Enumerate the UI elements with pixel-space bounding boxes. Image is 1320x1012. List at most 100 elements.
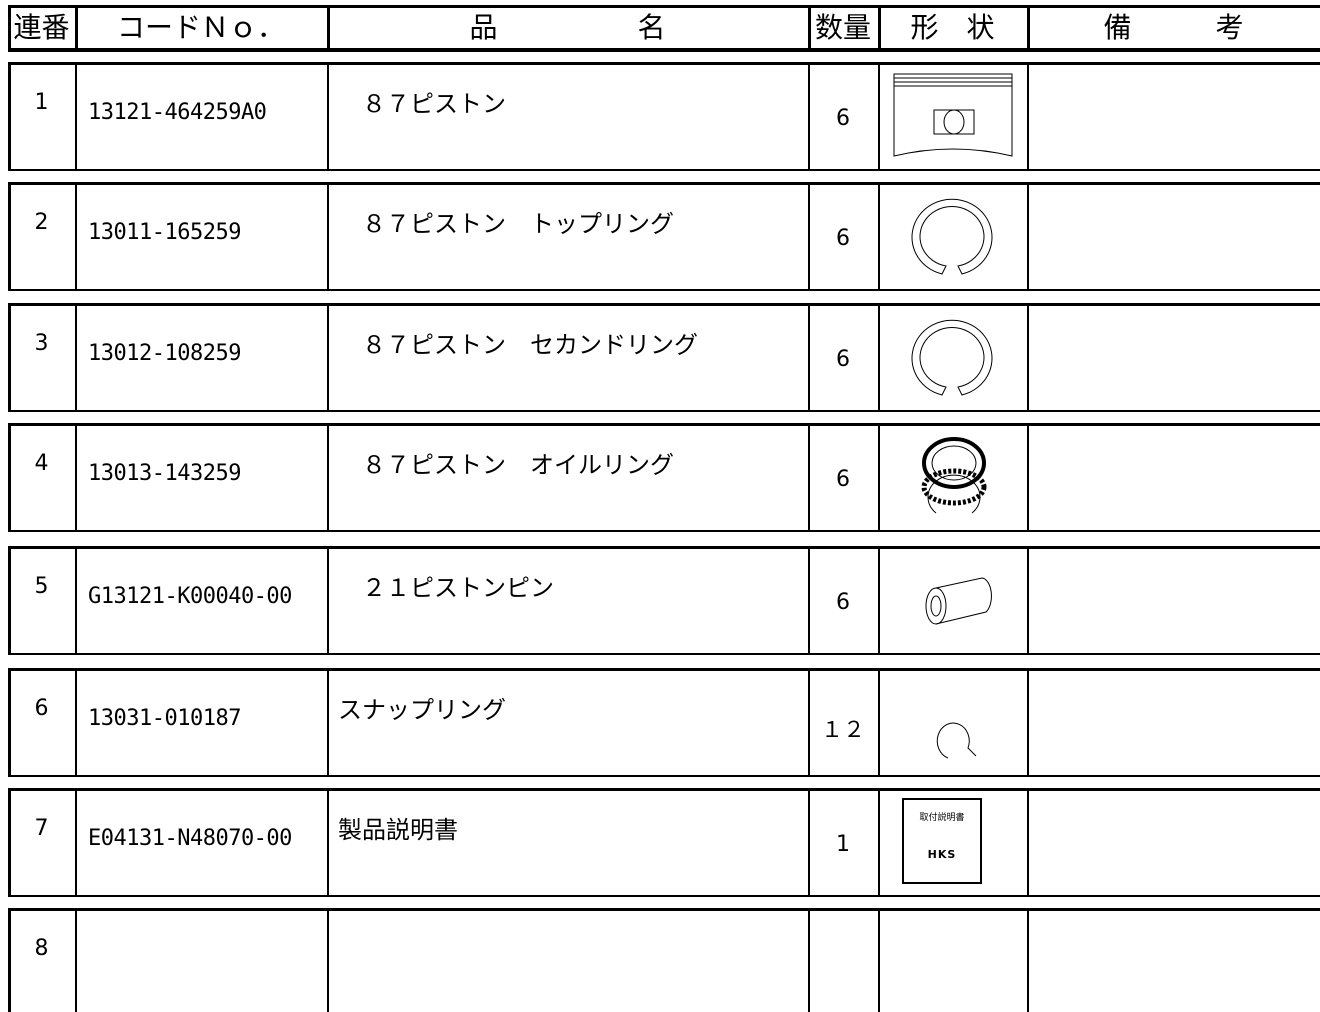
shape-icon <box>893 73 1013 157</box>
rule <box>1027 668 1029 776</box>
rule <box>75 908 77 1012</box>
row-no: 6 <box>34 696 49 721</box>
shape-icon <box>925 577 992 625</box>
rule <box>327 546 329 654</box>
header-cell: 形 状 <box>910 11 995 44</box>
rule <box>1027 5 1030 51</box>
rule <box>8 423 1320 426</box>
part-code: 13011-165259 <box>88 220 241 245</box>
part-code: 13031-010187 <box>88 706 241 731</box>
rule <box>8 303 11 411</box>
rule <box>878 303 880 411</box>
rule <box>8 182 1320 185</box>
header-cell: 品 名 <box>469 11 666 44</box>
part-name: ８７ピストン トップリング <box>338 210 674 238</box>
quantity: 6 <box>836 590 850 615</box>
row-no: 7 <box>34 816 49 841</box>
part-code: 13013-143259 <box>88 461 241 486</box>
header-cell: コードＮｏ． <box>116 11 285 44</box>
header-cell: 備 考 <box>1103 11 1244 44</box>
rule <box>8 908 1320 911</box>
rule <box>8 62 11 170</box>
rule <box>8 423 11 531</box>
shape-icon <box>921 437 987 514</box>
rule <box>8 48 1320 52</box>
rule <box>8 546 1320 549</box>
part-name: ２１ピストンピン <box>338 574 554 602</box>
quantity: １２ <box>820 718 865 743</box>
rule <box>75 546 77 654</box>
part-code: 13121-464259A0 <box>88 100 267 125</box>
rule <box>1027 788 1029 896</box>
rule <box>808 62 810 170</box>
shape-icon <box>911 319 993 396</box>
rule <box>8 289 1320 291</box>
rule <box>327 62 329 170</box>
rule <box>1027 423 1029 531</box>
rule <box>878 908 880 1012</box>
rule <box>878 62 880 170</box>
rule <box>8 5 1320 8</box>
rule <box>1027 182 1029 290</box>
rule <box>327 303 329 411</box>
row-no: 8 <box>34 936 49 961</box>
rule <box>8 908 11 1012</box>
quantity: 1 <box>836 832 850 857</box>
rule <box>808 303 810 411</box>
header-cell: 連番 <box>13 11 70 44</box>
rule <box>1027 62 1029 170</box>
rule <box>327 423 329 531</box>
rule <box>878 788 880 896</box>
rule <box>8 653 1320 655</box>
rule <box>878 546 880 654</box>
rule <box>327 668 329 776</box>
rule <box>8 530 1320 532</box>
rule <box>8 62 1320 65</box>
row-no: 5 <box>34 574 49 599</box>
rule <box>75 62 77 170</box>
row-no: 3 <box>34 331 49 356</box>
rule <box>75 423 77 531</box>
rule <box>1027 546 1029 654</box>
part-name: スナップリング <box>338 696 506 724</box>
shape-icon <box>911 198 993 275</box>
rule <box>808 668 810 776</box>
rule <box>878 668 880 776</box>
quantity: 6 <box>836 467 850 492</box>
manual-icon <box>902 798 982 884</box>
rule <box>808 423 810 531</box>
rule <box>8 788 1320 791</box>
rule <box>1027 908 1029 1012</box>
part-name: ８７ピストン オイルリング <box>338 451 674 479</box>
rule <box>75 668 77 776</box>
part-code: 13012-108259 <box>88 341 241 366</box>
rule <box>8 169 1320 171</box>
rule <box>8 410 1320 412</box>
part-name: ８７ピストン <box>338 90 506 118</box>
rule <box>8 5 11 51</box>
rule <box>327 182 329 290</box>
rule <box>808 546 810 654</box>
header-cell: 数量 <box>814 11 871 44</box>
rule <box>8 303 1320 306</box>
rule <box>8 668 1320 671</box>
rule <box>327 788 329 896</box>
rule <box>8 895 1320 897</box>
rule <box>808 5 811 51</box>
manual-label: 取付説明書 <box>919 813 965 823</box>
rule <box>75 182 77 290</box>
rule <box>1027 303 1029 411</box>
quantity: 6 <box>836 226 850 251</box>
rule <box>808 182 810 290</box>
rule <box>8 775 1320 777</box>
row-no: 4 <box>34 451 49 476</box>
rule <box>8 788 11 896</box>
rule <box>878 423 880 531</box>
quantity: 6 <box>836 106 850 131</box>
rule <box>878 5 881 51</box>
rule <box>8 182 11 290</box>
rule <box>75 303 77 411</box>
rule <box>878 182 880 290</box>
rule <box>75 788 77 896</box>
